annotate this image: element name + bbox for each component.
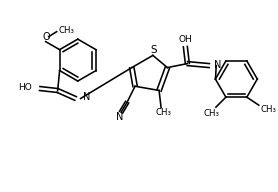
Text: S: S bbox=[151, 46, 157, 55]
Text: N: N bbox=[116, 112, 124, 122]
Text: N: N bbox=[214, 60, 222, 70]
Text: N: N bbox=[83, 93, 90, 103]
Text: O: O bbox=[43, 32, 51, 42]
Text: HO: HO bbox=[18, 83, 32, 92]
Text: CH₃: CH₃ bbox=[261, 105, 277, 114]
Text: CH₃: CH₃ bbox=[204, 109, 220, 118]
Text: CH₃: CH₃ bbox=[155, 108, 171, 117]
Text: CH₃: CH₃ bbox=[59, 26, 75, 35]
Text: OH: OH bbox=[178, 35, 192, 44]
